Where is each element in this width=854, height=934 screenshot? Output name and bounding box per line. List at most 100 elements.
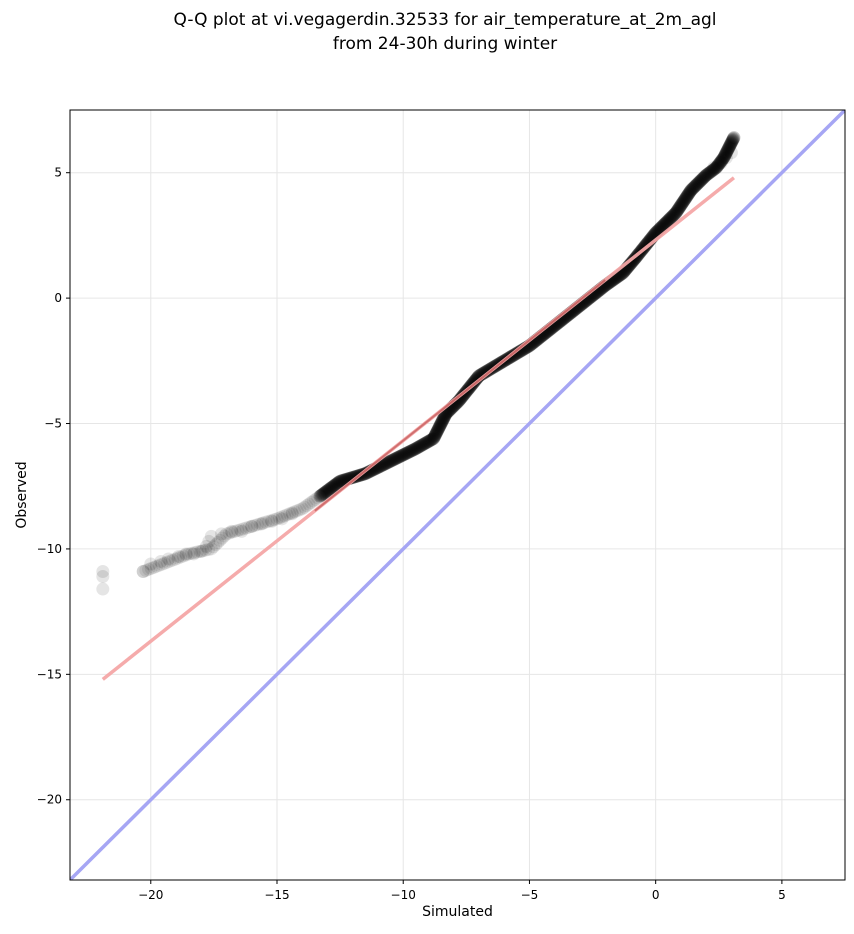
data-point	[190, 545, 204, 559]
data-point	[661, 214, 675, 228]
data-point	[711, 159, 725, 173]
data-point	[211, 535, 225, 549]
data-point	[318, 485, 332, 499]
data-point	[424, 433, 438, 447]
data-point	[626, 254, 640, 268]
data-point	[676, 195, 690, 209]
data-point	[187, 547, 201, 561]
data-point	[700, 168, 714, 182]
data-point	[468, 373, 482, 387]
data-point	[253, 517, 267, 531]
data-point	[383, 455, 397, 469]
data-point	[377, 458, 391, 472]
data-point	[290, 504, 304, 518]
data-point	[714, 154, 728, 168]
data-point	[161, 552, 175, 566]
data-point	[397, 448, 411, 462]
data-point	[330, 477, 344, 491]
data-point	[187, 546, 201, 560]
data-point	[655, 220, 669, 234]
data-point	[675, 197, 689, 211]
data-point	[417, 437, 431, 451]
data-point	[323, 482, 337, 496]
data-point	[415, 438, 429, 452]
data-point	[220, 527, 234, 541]
data-point	[722, 141, 736, 155]
data-point	[395, 449, 409, 463]
data-point	[725, 134, 739, 148]
data-point	[267, 513, 281, 527]
data-point	[720, 145, 734, 159]
data-point	[724, 137, 738, 151]
data-point	[382, 455, 396, 469]
data-point	[722, 140, 736, 154]
data-point	[428, 429, 442, 443]
data-point	[393, 450, 407, 464]
data-point	[431, 423, 445, 437]
data-point	[715, 152, 729, 166]
data-point	[435, 415, 449, 429]
y-tick-label: −15	[37, 667, 62, 681]
data-point	[182, 547, 196, 561]
data-point	[314, 489, 328, 503]
data-point	[322, 483, 336, 497]
data-point	[713, 156, 727, 170]
data-point	[426, 432, 440, 446]
data-point	[295, 502, 309, 516]
data-point	[664, 210, 678, 224]
reference-lines	[70, 110, 845, 880]
data-point	[302, 497, 316, 511]
data-point	[154, 554, 168, 568]
data-point	[311, 491, 325, 505]
data-point	[358, 467, 372, 481]
data-point	[283, 507, 297, 521]
data-point	[179, 547, 193, 561]
data-point	[359, 466, 373, 480]
data-point	[654, 220, 668, 234]
data-point	[668, 207, 682, 221]
data-point	[713, 155, 727, 169]
data-point	[321, 483, 335, 497]
data-point	[438, 409, 452, 423]
data-point	[685, 182, 699, 196]
data-point	[204, 542, 218, 556]
data-point	[707, 161, 721, 175]
data-point	[410, 441, 424, 455]
data-point	[288, 505, 302, 519]
data-point	[335, 474, 349, 488]
data-point	[256, 516, 270, 530]
data-point	[280, 508, 294, 522]
data-point	[686, 181, 700, 195]
data-point	[412, 440, 426, 454]
data-point	[378, 457, 392, 471]
data-point	[697, 171, 711, 185]
data-point	[699, 168, 713, 182]
data-point	[262, 514, 276, 528]
data-point	[694, 174, 708, 188]
data-point	[662, 213, 676, 227]
data-point	[245, 519, 259, 533]
data-point	[306, 494, 320, 508]
data-point	[693, 175, 707, 189]
data-point	[209, 538, 223, 552]
data-point	[625, 255, 639, 269]
data-point	[640, 237, 654, 251]
data-point	[436, 413, 450, 427]
data-point	[392, 450, 406, 464]
data-point	[228, 524, 242, 538]
data-point	[721, 143, 735, 157]
data-point	[313, 489, 327, 503]
data-point	[698, 170, 712, 184]
data-point	[384, 454, 398, 468]
data-point	[719, 147, 733, 161]
data-point	[172, 549, 186, 563]
data-point	[663, 212, 677, 226]
data-point	[684, 183, 698, 197]
y-tick-label: −10	[37, 542, 62, 556]
data-point	[687, 180, 701, 194]
data-point	[695, 172, 709, 186]
data-point	[418, 437, 432, 451]
data-point	[425, 433, 439, 447]
data-point	[150, 559, 164, 573]
